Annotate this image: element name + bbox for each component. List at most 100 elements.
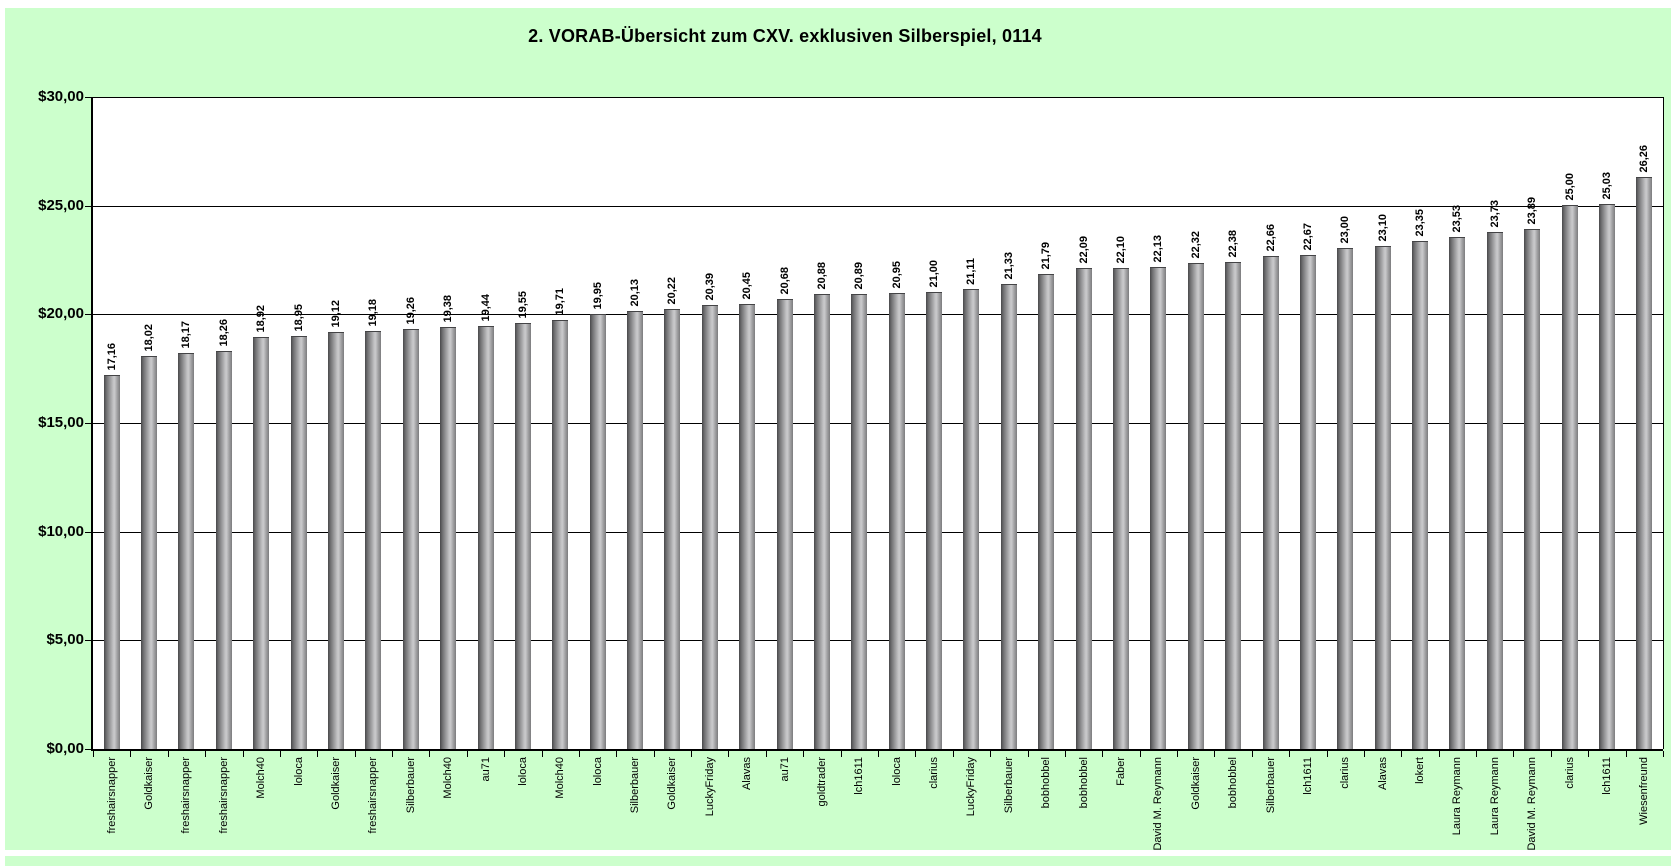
x-axis-category-label: clarius: [1339, 757, 1351, 789]
bar-value-label: 18,26: [218, 319, 230, 347]
bar-value-label: 19,44: [480, 294, 492, 322]
bar-value-label: 20,13: [629, 279, 641, 307]
y-axis-tick: [85, 206, 92, 207]
bar: [851, 294, 867, 749]
x-axis-category-label: David M. Reymann: [1526, 757, 1538, 851]
bar-value-label: 25,00: [1564, 173, 1576, 201]
bar-value-label: 19,26: [405, 297, 417, 325]
bar-value-label: 22,67: [1302, 223, 1314, 251]
x-axis-tick: [1140, 751, 1141, 757]
bar-value-label: 25,03: [1601, 172, 1613, 200]
bar: [1375, 246, 1391, 749]
x-axis-category-label: Goldkaiser: [1190, 757, 1202, 810]
x-axis-tick: [205, 751, 206, 757]
bar-value-label: 23,00: [1339, 216, 1351, 244]
gridline: [93, 532, 1663, 533]
bar-value-label: 22,32: [1190, 231, 1202, 259]
y-axis-tick: [85, 97, 92, 98]
x-axis-tick: [429, 751, 430, 757]
bar-value-label: 20,89: [853, 262, 865, 290]
bar-value-label: 22,10: [1115, 236, 1127, 264]
bar-value-label: 19,71: [554, 288, 566, 316]
x-axis-tick: [579, 751, 580, 757]
bar-value-label: 19,95: [592, 282, 604, 310]
x-axis-tick: [1289, 751, 1290, 757]
x-axis-tick: [1102, 751, 1103, 757]
x-axis-tick: [130, 751, 131, 757]
bar-value-label: 22,09: [1078, 236, 1090, 264]
chart-title: 2. VORAB-Übersicht zum CXV. exklusiven S…: [528, 26, 1042, 46]
x-axis-category-label: loloca: [592, 757, 604, 786]
x-axis-tick: [915, 751, 916, 757]
x-axis-category-label: bobhobbel: [1040, 757, 1052, 809]
plot-top-border: [93, 97, 1663, 98]
x-axis-category-label: Molch40: [442, 757, 454, 799]
x-axis-tick: [1327, 751, 1328, 757]
bar-value-label: 23,35: [1414, 209, 1426, 237]
x-axis-tick: [803, 751, 804, 757]
bar-value-label: 20,88: [816, 262, 828, 290]
bar: [478, 326, 494, 749]
bar: [141, 356, 157, 749]
y-axis-tick-label: $5,00: [46, 631, 84, 648]
bar-value-label: 22,38: [1227, 230, 1239, 258]
bar: [104, 375, 120, 749]
bar-value-label: 20,68: [779, 267, 791, 295]
x-axis-tick: [1252, 751, 1253, 757]
x-axis-category-label: freshairsnapper: [367, 757, 379, 834]
plot-area: 17,16 18,02 18,17 18,26 18,92 18,95 19,12 19,18…: [93, 97, 1663, 749]
x-axis-tick: [841, 751, 842, 757]
bar-value-label: 21,11: [965, 258, 977, 285]
bar: [365, 331, 381, 749]
x-axis-category-label: Alavas: [741, 757, 753, 791]
x-axis-tick: [1364, 751, 1365, 757]
x-axis-tick: [1663, 751, 1664, 757]
y-axis-tick: [85, 640, 92, 641]
x-axis-tick: [616, 751, 617, 757]
bar: [552, 320, 568, 749]
bar-value-label: 18,17: [180, 321, 192, 349]
x-axis-tick: [542, 751, 543, 757]
gridline: [93, 423, 1663, 424]
y-axis-tick-label: $10,00: [38, 523, 84, 540]
x-axis-category-label: Molch40: [554, 757, 566, 799]
y-axis-tick-label: $0,00: [46, 740, 84, 757]
x-axis-category-label: Alavas: [1377, 757, 1389, 791]
x-axis-tick: [1177, 751, 1178, 757]
bar: [440, 327, 456, 749]
x-axis-category-label: loloca: [891, 757, 903, 786]
bar: [216, 351, 232, 749]
x-axis-category-label: Silberbauer: [629, 757, 641, 814]
bar: [1263, 256, 1279, 749]
x-axis-tick: [990, 751, 991, 757]
x-axis-tick: [467, 751, 468, 757]
x-axis-tick: [1588, 751, 1589, 757]
bar-value-label: 21,79: [1040, 242, 1052, 270]
bar-value-label: 17,16: [106, 343, 118, 371]
x-axis-tick: [168, 751, 169, 757]
x-axis-tick: [1551, 751, 1552, 757]
bar-value-label: 19,12: [330, 300, 342, 328]
x-axis-tick: [280, 751, 281, 757]
x-axis-tick: [1065, 751, 1066, 757]
y-axis-tick-label: $20,00: [38, 305, 84, 322]
x-axis-category-label: David M. Reymann: [1152, 757, 1164, 851]
bar: [291, 336, 307, 749]
x-axis-category-label: Goldkaiser: [330, 757, 342, 810]
bar: [664, 309, 680, 749]
x-axis-line: [91, 749, 1663, 751]
bar: [1038, 274, 1054, 749]
bar: [1636, 177, 1652, 749]
x-axis-category-label: Faber: [1115, 757, 1127, 786]
bar: [627, 311, 643, 749]
x-axis-tick: [504, 751, 505, 757]
bottom-row-strip: [5, 856, 1671, 866]
x-axis-category-label: Goldkaiser: [143, 757, 155, 810]
x-axis-category-label: Wiesenfreund: [1638, 757, 1650, 825]
bar-value-label: 19,18: [367, 299, 379, 327]
x-axis-category-label: loloca: [517, 757, 529, 786]
bar: [963, 289, 979, 749]
bar: [1337, 248, 1353, 749]
bar: [515, 323, 531, 749]
